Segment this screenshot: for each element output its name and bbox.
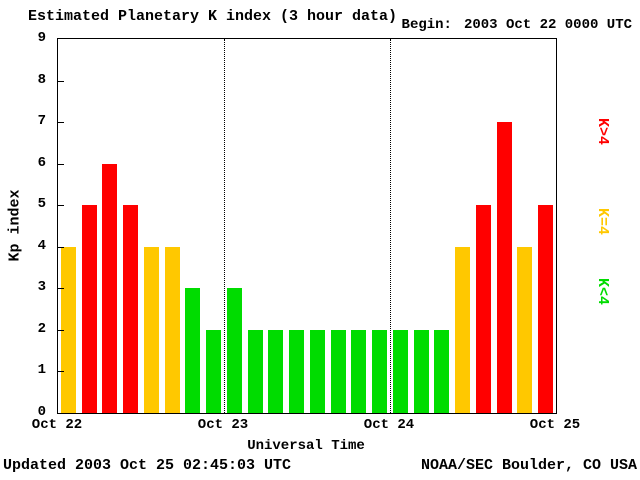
legend-item-K=4: K=4 xyxy=(594,208,611,236)
begin-value: 2003 Oct 22 0000 UTC xyxy=(463,17,632,33)
y-tick-mark xyxy=(58,163,64,165)
kp-bar-15 xyxy=(372,329,388,413)
kp-bar-17 xyxy=(413,329,429,413)
kp-bar-0 xyxy=(60,246,76,413)
legend-item-K>4: K>4 xyxy=(594,118,611,146)
y-tick-mark xyxy=(58,288,64,290)
y-tick-mark xyxy=(58,371,64,373)
kp-bar-1 xyxy=(81,205,97,413)
x-tick-label: Oct 24 xyxy=(363,417,415,433)
kp-bar-21 xyxy=(496,122,512,413)
y-tick-mark xyxy=(58,329,64,331)
y-tick-label: 7 xyxy=(37,113,46,130)
y-tick-mark xyxy=(58,205,64,207)
kp-bar-6 xyxy=(185,288,201,413)
y-tick-label: 1 xyxy=(37,362,46,379)
kp-bar-14 xyxy=(351,329,367,413)
plot-area xyxy=(57,38,557,414)
color-legend: K>4 K=4 K<4 xyxy=(592,38,618,412)
kp-bar-19 xyxy=(455,246,471,413)
kp-bar-10 xyxy=(268,329,284,413)
kp-bar-12 xyxy=(309,329,325,413)
y-tick-label: 2 xyxy=(37,320,46,337)
kp-bar-20 xyxy=(475,205,491,413)
begin-timestamp: Begin: 2003 Oct 22 0000 UTC xyxy=(402,17,632,33)
y-tick-label: 6 xyxy=(37,154,46,171)
y-tick-label: 3 xyxy=(37,279,46,296)
chart-title: Estimated Planetary K index (3 hour data… xyxy=(28,8,398,25)
kp-bar-8 xyxy=(226,288,242,413)
x-tick-label: Oct 25 xyxy=(529,417,581,433)
kp-bar-13 xyxy=(330,329,346,413)
legend-item-K<4: K<4 xyxy=(594,278,611,306)
kp-bar-9 xyxy=(247,329,263,413)
kp-bar-16 xyxy=(392,329,408,413)
x-axis-tick-labels: Oct 22 Oct 23 Oct 24 Oct 25 xyxy=(32,417,580,433)
y-tick-label: 4 xyxy=(37,237,46,254)
x-tick-label: Oct 23 xyxy=(197,417,249,433)
y-axis-tick-labels: 0 1 2 3 4 5 6 7 8 9 xyxy=(0,30,50,420)
source-credit: NOAA/SEC Boulder, CO USA xyxy=(420,457,637,474)
kp-bar-2 xyxy=(102,163,118,413)
kp-bar-11 xyxy=(289,329,305,413)
y-tick-mark xyxy=(58,246,64,248)
y-tick-label: 0 xyxy=(37,404,46,420)
kp-bar-4 xyxy=(143,246,159,413)
kp-bar-18 xyxy=(434,329,450,413)
begin-label: Begin: xyxy=(401,17,452,33)
y-tick-mark xyxy=(58,80,64,82)
day-gridline xyxy=(224,39,225,413)
kp-bar-22 xyxy=(517,246,533,413)
y-tick-label: 8 xyxy=(37,71,46,88)
kp-bar-5 xyxy=(164,246,180,413)
y-tick-label: 5 xyxy=(37,196,46,213)
kp-bar-7 xyxy=(206,329,222,413)
y-tick-label: 9 xyxy=(37,30,46,46)
x-axis-label: Universal Time xyxy=(247,438,365,454)
kp-bar-23 xyxy=(538,205,554,413)
day-gridline xyxy=(390,39,391,413)
y-tick-mark xyxy=(58,122,64,124)
updated-timestamp: Updated 2003 Oct 25 02:45:03 UTC xyxy=(3,457,292,474)
x-tick-label: Oct 22 xyxy=(31,417,83,433)
kp-bar-3 xyxy=(123,205,139,413)
